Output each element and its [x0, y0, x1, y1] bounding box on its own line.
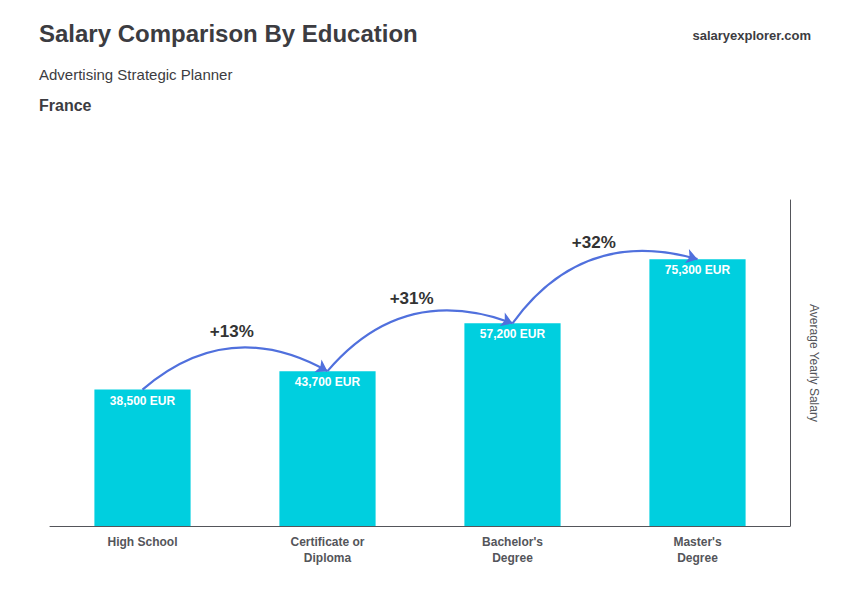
svg-text:High School: High School: [108, 535, 178, 549]
svg-text:Salary Comparison By Education: Salary Comparison By Education: [39, 20, 418, 47]
svg-text:+32%: +32%: [572, 233, 616, 252]
svg-text:Diploma: Diploma: [304, 551, 352, 565]
svg-text:38,500 EUR: 38,500 EUR: [110, 394, 176, 408]
svg-text:Certificate or: Certificate or: [290, 535, 364, 549]
svg-text:Bachelor's: Bachelor's: [482, 535, 543, 549]
svg-text:57,200 EUR: 57,200 EUR: [480, 327, 546, 341]
svg-text:salaryexplorer.com: salaryexplorer.com: [692, 28, 811, 43]
svg-text:+13%: +13%: [210, 322, 254, 341]
svg-text:+31%: +31%: [390, 289, 434, 308]
svg-text:Master's: Master's: [673, 535, 722, 549]
svg-text:Average Yearly Salary: Average Yearly Salary: [807, 304, 821, 422]
svg-text:France: France: [39, 97, 92, 114]
svg-text:75,300 EUR: 75,300 EUR: [665, 263, 731, 277]
svg-text:Degree: Degree: [677, 551, 718, 565]
svg-text:Degree: Degree: [492, 551, 533, 565]
svg-text:43,700 EUR: 43,700 EUR: [295, 375, 361, 389]
svg-text:Advertising Strategic Planner: Advertising Strategic Planner: [39, 66, 232, 83]
